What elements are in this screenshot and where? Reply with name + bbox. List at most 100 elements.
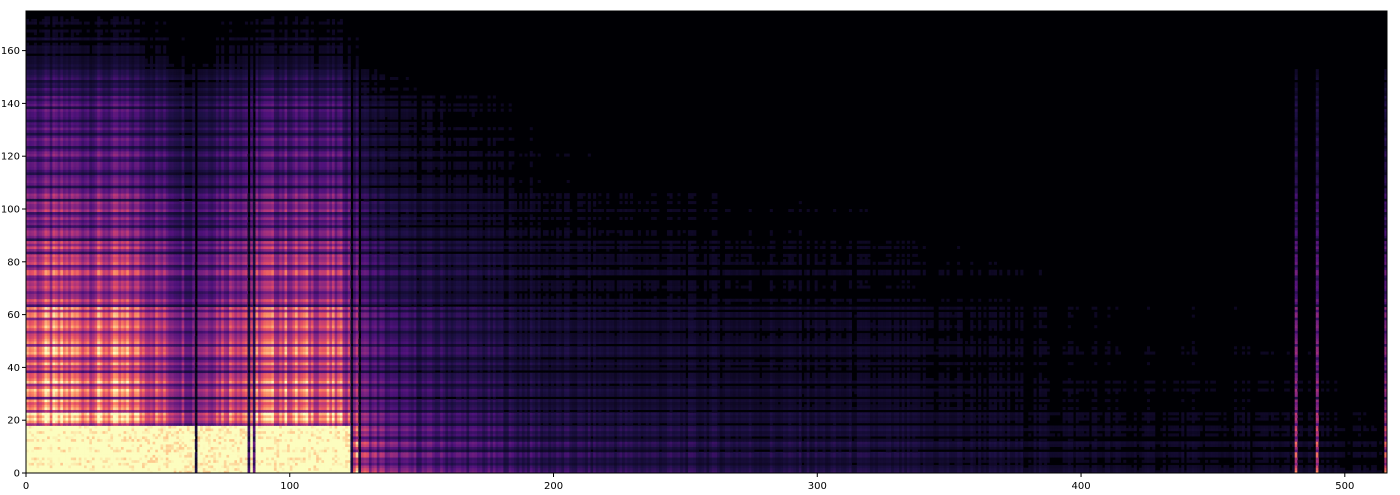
heatmap-cell xyxy=(525,449,528,452)
heatmap-cell xyxy=(622,462,625,465)
heatmap-cell xyxy=(1002,460,1005,463)
heatmap-cell xyxy=(242,460,245,463)
heatmap-cell xyxy=(854,444,857,447)
heatmap-cell xyxy=(849,465,852,468)
heatmap-cell xyxy=(480,462,483,465)
heatmap-cell xyxy=(1318,465,1321,468)
heatmap-cell xyxy=(548,455,551,458)
heatmap-cell xyxy=(1107,465,1110,468)
heatmap-cell xyxy=(630,457,633,460)
heatmap-cell xyxy=(477,457,480,460)
heatmap-cell xyxy=(1197,444,1200,447)
heatmap-cell xyxy=(577,447,580,450)
heatmap-cell xyxy=(954,455,957,458)
heatmap-cell xyxy=(208,462,211,465)
heatmap-cell xyxy=(656,444,659,447)
heatmap-cell xyxy=(1295,444,1298,447)
heatmap-cell xyxy=(52,462,55,465)
heatmap-cell xyxy=(100,447,103,450)
heatmap-cell xyxy=(37,441,40,444)
heatmap-cell xyxy=(722,460,725,463)
heatmap-cell xyxy=(881,455,884,458)
heatmap-cell xyxy=(651,462,654,465)
heatmap-cell xyxy=(604,460,607,463)
heatmap-cell xyxy=(255,447,258,450)
heatmap-cell xyxy=(100,457,103,460)
heatmap-cell xyxy=(382,468,385,471)
heatmap-cell xyxy=(432,449,435,452)
heatmap-cell xyxy=(258,465,261,468)
heatmap-cell xyxy=(203,447,206,450)
heatmap-cell xyxy=(535,447,538,450)
heatmap-cell xyxy=(79,468,82,471)
heatmap-cell xyxy=(912,447,915,450)
heatmap-cell xyxy=(234,455,237,458)
heatmap-cell xyxy=(97,465,100,468)
heatmap-cell xyxy=(1187,457,1190,460)
heatmap-cell xyxy=(279,460,282,463)
heatmap-cell xyxy=(664,449,667,452)
heatmap-cell xyxy=(1131,444,1134,447)
heatmap-cell xyxy=(364,457,367,460)
heatmap-cell xyxy=(121,452,124,455)
heatmap-cell xyxy=(248,462,251,465)
heatmap-cell xyxy=(852,452,855,455)
heatmap-cell xyxy=(1326,468,1329,471)
heatmap-cell xyxy=(192,465,195,468)
heatmap-cell xyxy=(1081,452,1084,455)
heatmap-cell xyxy=(139,460,142,463)
heatmap-cell xyxy=(865,465,868,468)
heatmap-cell xyxy=(245,447,248,450)
heatmap-cell xyxy=(854,455,857,458)
heatmap-cell xyxy=(221,441,224,444)
heatmap-cell xyxy=(161,455,164,458)
heatmap-cell xyxy=(527,465,530,468)
heatmap-cell xyxy=(878,444,881,447)
heatmap-cell xyxy=(1139,444,1142,447)
heatmap-cell xyxy=(443,452,446,455)
heatmap-cell xyxy=(321,457,324,460)
heatmap-cell xyxy=(538,460,541,463)
heatmap-cell xyxy=(274,468,277,471)
heatmap-cell xyxy=(1055,452,1058,455)
heatmap-cell xyxy=(87,452,90,455)
heatmap-cell xyxy=(709,455,712,458)
heatmap-cell xyxy=(699,462,702,465)
heatmap-cell xyxy=(1321,468,1324,471)
heatmap-cell xyxy=(614,444,617,447)
heatmap-cell xyxy=(1374,468,1377,471)
heatmap-cell xyxy=(216,457,219,460)
heatmap-cell xyxy=(875,468,878,471)
heatmap-cell xyxy=(809,460,812,463)
heatmap-cell xyxy=(1034,457,1037,460)
heatmap-cell xyxy=(791,452,794,455)
heatmap-cell xyxy=(762,465,765,468)
heatmap-cell xyxy=(350,455,353,458)
heatmap-cell xyxy=(952,465,955,468)
heatmap-cell xyxy=(677,457,680,460)
heatmap-cell xyxy=(664,452,667,455)
heatmap-cell xyxy=(846,444,849,447)
heatmap-cell xyxy=(150,452,153,455)
heatmap-cell xyxy=(31,462,34,465)
heatmap-cell xyxy=(348,457,351,460)
heatmap-cell xyxy=(627,468,630,471)
heatmap-cell xyxy=(456,455,459,458)
heatmap-cell xyxy=(978,455,981,458)
heatmap-cell xyxy=(124,462,127,465)
heatmap-cell xyxy=(712,455,715,458)
heatmap-cell xyxy=(1031,452,1034,455)
heatmap-cell xyxy=(641,462,644,465)
heatmap-cell xyxy=(300,460,303,463)
heatmap-cell xyxy=(585,465,588,468)
heatmap-cell xyxy=(973,465,976,468)
heatmap-cell xyxy=(493,455,496,458)
heatmap-cell xyxy=(221,444,224,447)
heatmap-cell xyxy=(865,452,868,455)
heatmap-cell xyxy=(29,447,32,450)
heatmap-cell xyxy=(213,460,216,463)
heatmap-cell xyxy=(517,444,520,447)
heatmap-cell xyxy=(701,465,704,468)
heatmap-cell xyxy=(976,465,979,468)
heatmap-cell xyxy=(522,460,525,463)
